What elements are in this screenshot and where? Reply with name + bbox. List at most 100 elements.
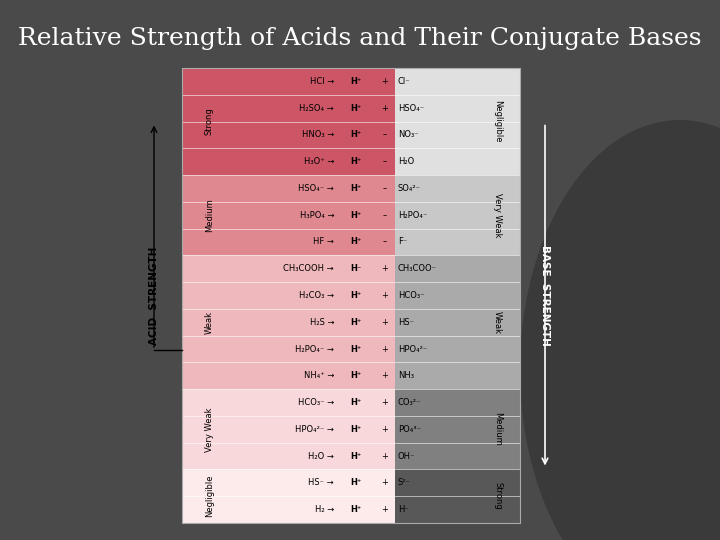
Text: Weak: Weak bbox=[205, 310, 214, 334]
Bar bbox=[182, 202, 395, 228]
Text: Weak: Weak bbox=[493, 310, 502, 334]
Text: +: + bbox=[382, 264, 388, 273]
Bar bbox=[395, 362, 520, 389]
Text: –: – bbox=[383, 211, 387, 220]
Bar bbox=[395, 228, 520, 255]
Bar bbox=[395, 496, 520, 523]
Bar bbox=[395, 255, 520, 282]
Bar bbox=[395, 416, 520, 443]
Bar bbox=[182, 416, 395, 443]
Text: HPO₄²⁻: HPO₄²⁻ bbox=[398, 345, 427, 354]
Text: H⁺: H⁺ bbox=[351, 451, 361, 461]
Text: –: – bbox=[383, 157, 387, 166]
Text: H₂CO₃ →: H₂CO₃ → bbox=[299, 291, 334, 300]
Text: F⁻: F⁻ bbox=[398, 238, 408, 246]
Text: HNO₃ →: HNO₃ → bbox=[302, 131, 334, 139]
Text: H⁻: H⁻ bbox=[351, 264, 361, 273]
Text: +: + bbox=[382, 425, 388, 434]
Text: Negligible: Negligible bbox=[205, 475, 214, 517]
Text: H⁺: H⁺ bbox=[351, 478, 361, 488]
Text: H₂SO₄ →: H₂SO₄ → bbox=[300, 104, 334, 113]
Text: H₂PO₄⁻ →: H₂PO₄⁻ → bbox=[295, 345, 334, 354]
Text: H⁺: H⁺ bbox=[351, 505, 361, 514]
Text: HS⁻ →: HS⁻ → bbox=[308, 478, 334, 488]
Bar bbox=[395, 175, 520, 202]
Text: PO₄³⁻: PO₄³⁻ bbox=[398, 425, 421, 434]
Bar bbox=[182, 389, 395, 416]
Text: –: – bbox=[383, 184, 387, 193]
Text: NH₃: NH₃ bbox=[398, 372, 414, 380]
Text: HF →: HF → bbox=[313, 238, 334, 246]
Text: H₂O →: H₂O → bbox=[308, 451, 334, 461]
Text: Very Weak: Very Weak bbox=[493, 193, 502, 238]
Text: Very Weak: Very Weak bbox=[205, 407, 214, 451]
Text: HSO₄⁻ →: HSO₄⁻ → bbox=[298, 184, 334, 193]
Text: H⁺: H⁺ bbox=[351, 131, 361, 139]
Text: H⁺: H⁺ bbox=[351, 211, 361, 220]
Text: H⁺: H⁺ bbox=[351, 345, 361, 354]
Text: SO₄²⁻: SO₄²⁻ bbox=[398, 184, 421, 193]
Text: –: – bbox=[383, 238, 387, 246]
Text: +: + bbox=[382, 478, 388, 488]
Text: Cl⁻: Cl⁻ bbox=[398, 77, 410, 86]
Text: S²⁻: S²⁻ bbox=[398, 478, 411, 488]
Text: H₃O⁺ →: H₃O⁺ → bbox=[304, 157, 334, 166]
Bar bbox=[182, 94, 395, 122]
Bar bbox=[182, 122, 395, 148]
Text: Strong: Strong bbox=[493, 482, 502, 510]
Text: Negligible: Negligible bbox=[493, 100, 502, 143]
Bar bbox=[182, 336, 395, 362]
Bar bbox=[395, 148, 520, 175]
Bar bbox=[182, 148, 395, 175]
Text: HCl →: HCl → bbox=[310, 77, 334, 86]
Text: H₃PO₄ →: H₃PO₄ → bbox=[300, 211, 334, 220]
Bar bbox=[182, 496, 395, 523]
Text: H₂ →: H₂ → bbox=[315, 505, 334, 514]
Bar bbox=[182, 309, 395, 336]
Bar bbox=[395, 282, 520, 309]
Text: +: + bbox=[382, 318, 388, 327]
Bar bbox=[182, 362, 395, 389]
Text: +: + bbox=[382, 345, 388, 354]
Bar bbox=[182, 68, 520, 523]
Text: H⁺: H⁺ bbox=[351, 157, 361, 166]
Text: +: + bbox=[382, 372, 388, 380]
Bar bbox=[395, 94, 520, 122]
Text: ACID  STRENGTH: ACID STRENGTH bbox=[149, 246, 159, 345]
Bar bbox=[182, 175, 395, 202]
Text: +: + bbox=[382, 505, 388, 514]
Text: OH⁻: OH⁻ bbox=[398, 451, 415, 461]
Bar bbox=[182, 255, 395, 282]
Bar bbox=[395, 443, 520, 469]
Text: +: + bbox=[382, 451, 388, 461]
Text: +: + bbox=[382, 104, 388, 113]
Bar bbox=[395, 469, 520, 496]
Text: NO₃⁻: NO₃⁻ bbox=[398, 131, 418, 139]
Bar bbox=[395, 122, 520, 148]
Bar bbox=[395, 336, 520, 362]
Bar bbox=[395, 389, 520, 416]
Text: H₂PO₄⁻: H₂PO₄⁻ bbox=[398, 211, 427, 220]
Text: H⁺: H⁺ bbox=[351, 318, 361, 327]
Text: +: + bbox=[382, 77, 388, 86]
Text: HCO₃⁻: HCO₃⁻ bbox=[398, 291, 425, 300]
Text: H⁺: H⁺ bbox=[351, 425, 361, 434]
Text: H₂O: H₂O bbox=[398, 157, 414, 166]
Text: H⁺: H⁺ bbox=[351, 184, 361, 193]
Text: HPO₄²⁻ →: HPO₄²⁻ → bbox=[295, 425, 334, 434]
Text: H⁻: H⁻ bbox=[398, 505, 409, 514]
Bar bbox=[182, 228, 395, 255]
Bar bbox=[395, 202, 520, 228]
Text: H⁺: H⁺ bbox=[351, 104, 361, 113]
Text: NH₄⁺ →: NH₄⁺ → bbox=[304, 372, 334, 380]
Text: H₂S →: H₂S → bbox=[310, 318, 334, 327]
Text: CO₃²⁻: CO₃²⁻ bbox=[398, 398, 421, 407]
Ellipse shape bbox=[520, 120, 720, 540]
Text: HSO₄⁻: HSO₄⁻ bbox=[398, 104, 424, 113]
Text: H⁺: H⁺ bbox=[351, 77, 361, 86]
Text: –: – bbox=[383, 131, 387, 139]
Bar bbox=[182, 282, 395, 309]
Text: Medium: Medium bbox=[493, 413, 502, 446]
Text: CH₃COO⁻: CH₃COO⁻ bbox=[398, 264, 437, 273]
Text: +: + bbox=[382, 291, 388, 300]
